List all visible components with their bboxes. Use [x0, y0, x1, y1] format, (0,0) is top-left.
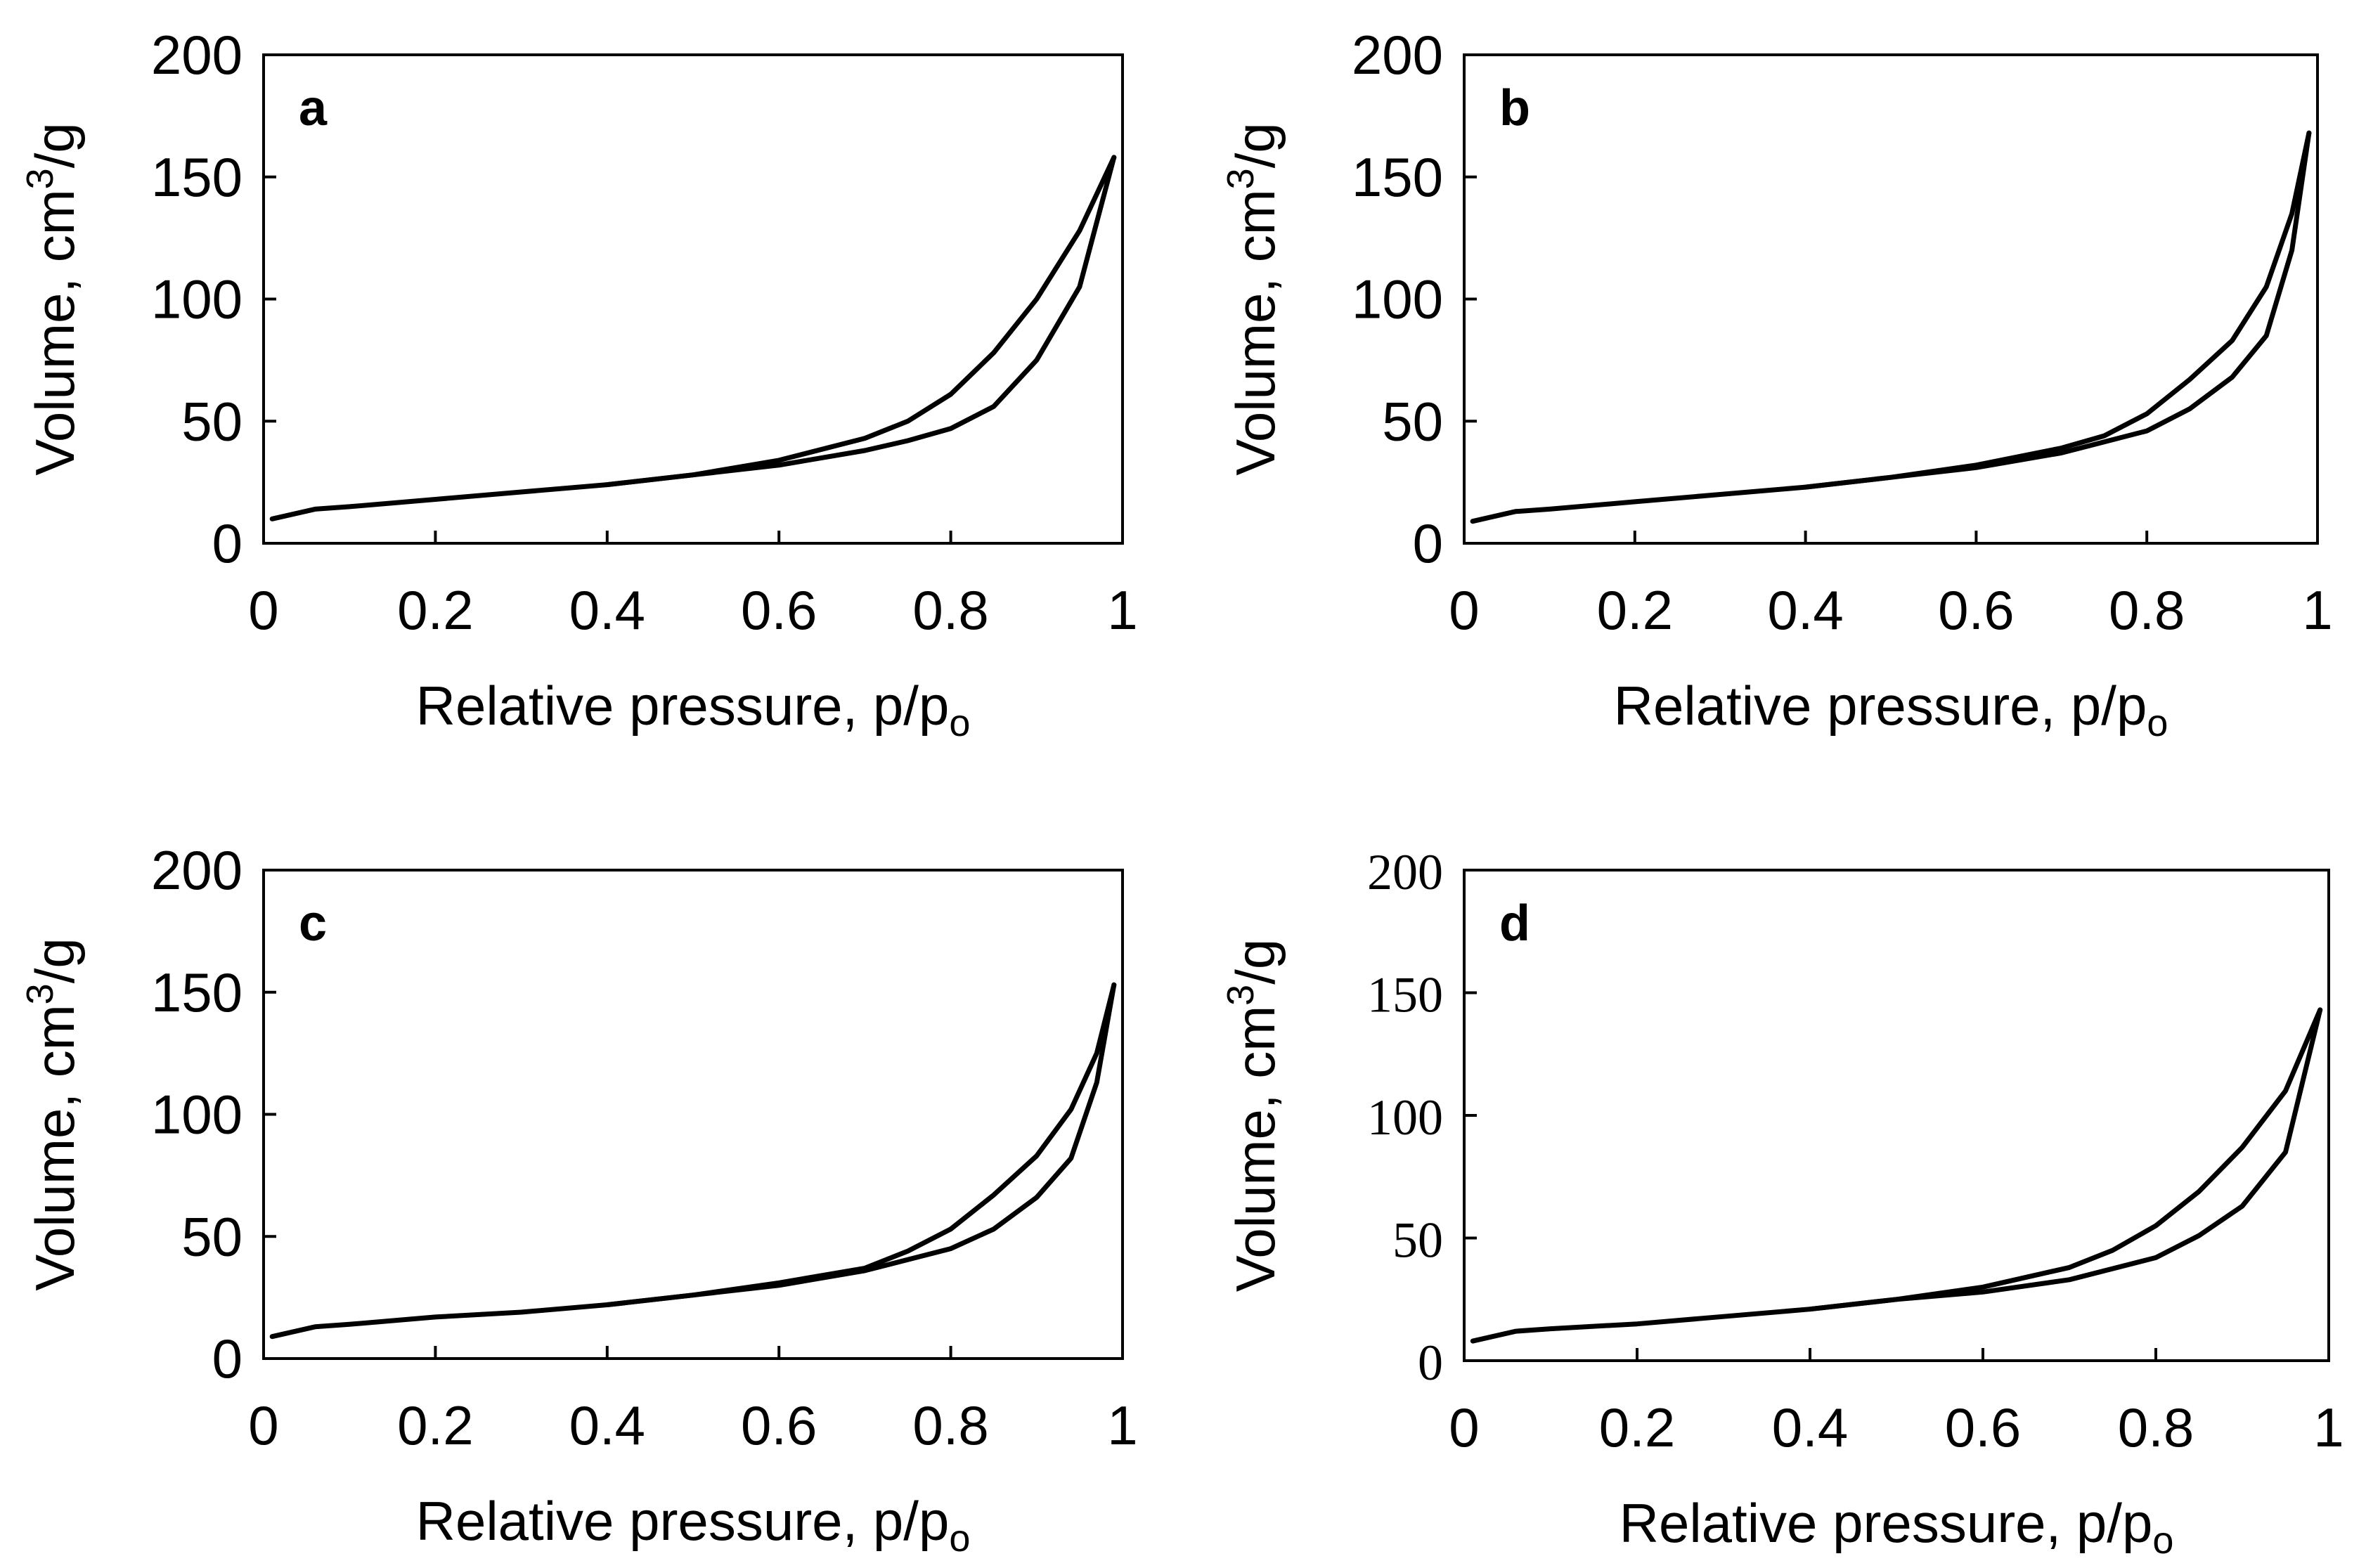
- y-axis-title-tail: /g: [1224, 939, 1286, 985]
- x-tick-label: 0.6: [741, 1394, 817, 1456]
- desorption-curve: [605, 982, 1117, 1307]
- x-axis-title-main: Relative pressure, p/p: [416, 675, 950, 737]
- x-axis-title: Relative pressure, p/po: [416, 1490, 971, 1560]
- x-tick-label: 0: [248, 579, 278, 641]
- x-tick-label: 0.2: [397, 1394, 473, 1456]
- y-tick-label: 150: [151, 146, 243, 208]
- panel-a: 0 0.2 0.4 0.6 0.8 1 0 50 100 150 200 a Relative pres…: [19, 24, 1138, 744]
- x-tick-label: 0.6: [741, 579, 817, 641]
- y-tick-label: 0: [212, 512, 243, 574]
- y-tick-label: 100: [1352, 268, 1443, 330]
- x-axis-title-subscript: o: [949, 702, 970, 744]
- x-tick-label: 0: [1449, 579, 1479, 641]
- plot-frame: [1463, 53, 2319, 545]
- adsorption-curve: [269, 982, 1117, 1340]
- y-tick-label: 200: [1367, 844, 1443, 900]
- desorption-curve: [605, 155, 1117, 488]
- panel-label: b: [1499, 80, 1530, 136]
- panel-c: 0 0.2 0.4 0.6 0.8 1 0 50 100 150 200 c Relative pres…: [19, 839, 1138, 1560]
- y-tick-label: 150: [1352, 146, 1443, 208]
- y-tick-label: 200: [151, 839, 243, 901]
- y-axis-title-superscript: 3: [1220, 985, 1262, 1006]
- y-tick-label: 0: [1418, 1335, 1443, 1391]
- x-tick-label: 1: [1107, 1394, 1137, 1456]
- y-tick-label: 100: [151, 268, 243, 330]
- y-tick-label: 0: [1413, 512, 1443, 574]
- x-axis-title-subscript: o: [2147, 702, 2168, 744]
- y-tick-label: 200: [1352, 24, 1443, 86]
- y-axis-title: Volume, cm3/g: [19, 938, 86, 1291]
- y-tick-label: 150: [1367, 967, 1443, 1023]
- panel-label: a: [299, 80, 328, 136]
- y-axis-title-tail: /g: [24, 122, 86, 168]
- x-axis-title-main: Relative pressure, p/p: [1620, 1492, 2153, 1554]
- y-axis-title-main: Volume, cm: [1224, 189, 1286, 475]
- x-tick-label: 0.4: [1767, 579, 1843, 641]
- y-axis-title-main: Volume, cm: [1224, 1006, 1286, 1292]
- y-axis-title: Volume, cm3/g: [19, 122, 86, 476]
- adsorption-curve: [1470, 1007, 2323, 1344]
- y-axis-title-main: Volume, cm: [24, 189, 86, 475]
- y-tick-label: 0: [212, 1328, 243, 1389]
- x-tick-label: 0: [248, 1394, 278, 1456]
- y-axis-title: Volume, cm3/g: [1220, 122, 1286, 476]
- x-tick-label: 0.8: [912, 1394, 988, 1456]
- y-axis-title-superscript: 3: [1220, 168, 1262, 189]
- y-tick-label: 50: [1392, 1212, 1443, 1269]
- adsorption-curve: [269, 155, 1117, 521]
- x-axis-title-subscript: o: [2152, 1520, 2173, 1562]
- x-axis-title-main: Relative pressure, p/p: [1614, 675, 2147, 737]
- x-tick-label: 0.8: [912, 579, 988, 641]
- desorption-curve: [1807, 1007, 2323, 1312]
- x-axis-title-subscript: o: [949, 1517, 970, 1560]
- y-tick-label: 50: [181, 390, 243, 452]
- x-tick-label: 0.6: [1945, 1397, 2021, 1458]
- x-tick-label: 0.2: [1599, 1397, 1675, 1458]
- y-axis-title-tail: /g: [1224, 122, 1286, 168]
- adsorption-curve: [1470, 130, 2312, 524]
- x-tick-label: 0.8: [2118, 1397, 2194, 1458]
- panel-b: 0 0.2 0.4 0.6 0.8 1 0 50 100 150 200 b Relative pres…: [1220, 24, 2333, 744]
- plot-frame: [262, 53, 1124, 545]
- x-tick-label: 1: [2302, 579, 2332, 641]
- y-tick-label: 150: [151, 961, 243, 1023]
- y-tick-label: 50: [1382, 390, 1443, 452]
- x-axis-title: Relative pressure, p/po: [1620, 1492, 2174, 1562]
- y-tick-label: 200: [151, 24, 243, 86]
- y-axis-title-main: Volume, cm: [24, 1004, 86, 1290]
- x-axis-title: Relative pressure, p/po: [416, 675, 971, 744]
- plot-frame: [262, 869, 1124, 1360]
- x-tick-label: 1: [2313, 1397, 2344, 1458]
- panel-label: c: [299, 895, 327, 952]
- panel-d: 0 0.2 0.4 0.6 0.8 1 0 50 100 150 200 d Relative pres…: [1220, 844, 2344, 1562]
- x-tick-label: 0.2: [1597, 579, 1673, 641]
- x-axis-title: Relative pressure, p/po: [1614, 675, 2168, 744]
- x-axis-title-main: Relative pressure, p/p: [416, 1490, 950, 1552]
- panel-label: d: [1499, 895, 1530, 952]
- desorption-curve: [1803, 130, 2312, 490]
- x-tick-label: 0.4: [569, 1394, 645, 1456]
- y-axis-title: Volume, cm3/g: [1220, 939, 1286, 1292]
- y-tick-label: 100: [151, 1084, 243, 1146]
- x-tick-label: 0.4: [1772, 1397, 1848, 1458]
- x-tick-label: 0.2: [397, 579, 473, 641]
- x-tick-label: 0: [1449, 1397, 1479, 1458]
- y-axis-title-tail: /g: [24, 938, 86, 983]
- y-axis-title-superscript: 3: [19, 168, 61, 189]
- x-tick-label: 0.4: [569, 579, 645, 641]
- y-tick-label: 50: [181, 1205, 243, 1267]
- y-axis-title-superscript: 3: [19, 983, 61, 1004]
- x-tick-label: 1: [1107, 579, 1137, 641]
- y-tick-label: 100: [1367, 1089, 1443, 1146]
- x-tick-label: 0.6: [1938, 579, 2014, 641]
- x-tick-label: 0.8: [2109, 579, 2185, 641]
- plot-frame: [1463, 869, 2330, 1362]
